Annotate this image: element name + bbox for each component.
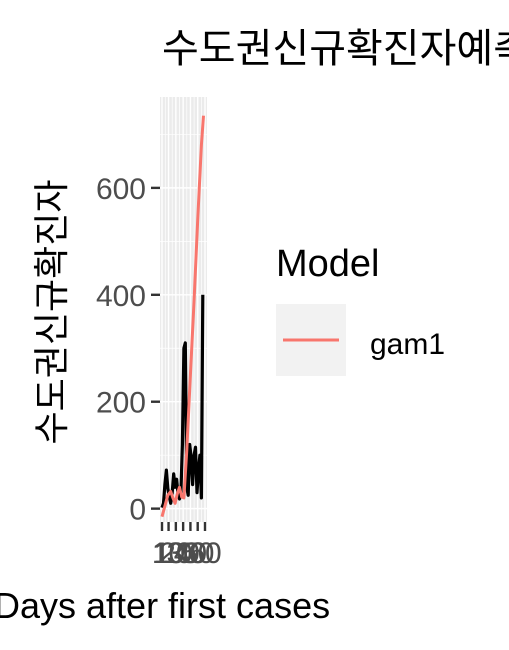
series-layer bbox=[160, 115, 205, 518]
y-tick-label: 200 bbox=[96, 387, 146, 420]
legend-label-gam1: gam1 bbox=[370, 328, 445, 361]
x-tick-label: 30 bbox=[166, 537, 199, 570]
x-tick-label: 20 bbox=[159, 537, 192, 570]
x-tick-label: 1 bbox=[154, 537, 171, 570]
x-tick-label: 40 bbox=[174, 537, 207, 570]
y-axis: 0 200 400 600 bbox=[96, 173, 160, 527]
x-tick-label: 60 bbox=[188, 537, 221, 570]
chart-title: 수도권신규확진자예측 bbox=[162, 26, 509, 72]
y-tick-label: 400 bbox=[96, 280, 146, 313]
y-tick-label: 600 bbox=[96, 173, 146, 206]
x-tick-label: 50 bbox=[181, 537, 214, 570]
x-tick-label: 10 bbox=[152, 537, 185, 570]
x-axis-title: Days after first cases bbox=[0, 585, 330, 626]
legend: Model gam1 bbox=[276, 243, 445, 376]
y-axis-title: 수도권신규확진자 bbox=[32, 180, 73, 445]
series-line-gam1 bbox=[160, 115, 205, 518]
legend-title: Model bbox=[276, 243, 380, 285]
y-tick-label: 0 bbox=[129, 494, 146, 527]
